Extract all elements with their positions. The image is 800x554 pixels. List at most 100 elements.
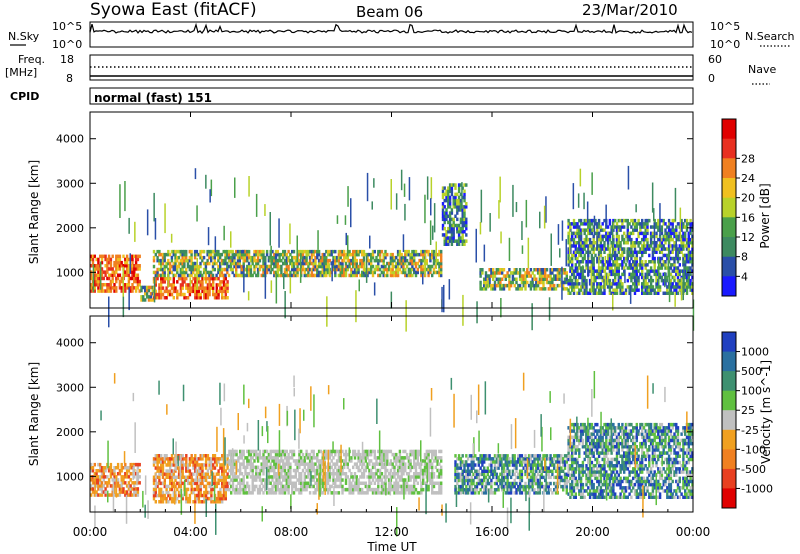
heatmap-cell — [303, 456, 306, 460]
heatmap-cell — [346, 264, 349, 269]
heatmap-cell — [291, 261, 294, 266]
heatmap-cell — [601, 260, 604, 264]
heatmap-cell — [231, 267, 234, 272]
heatmap-cell — [501, 271, 504, 275]
heatmap-cell — [633, 218, 637, 223]
heatmap-cell — [125, 484, 129, 488]
heatmap-cell — [400, 475, 403, 479]
heatmap-cell — [479, 268, 482, 272]
heatmap-cell — [368, 472, 371, 476]
heatmap-cell — [592, 269, 595, 273]
heatmap-cell — [660, 241, 664, 245]
heatmap-cell — [167, 258, 170, 263]
heatmap-cell — [579, 218, 583, 223]
heatmap-cell — [571, 288, 574, 292]
heatmap-cell — [100, 257, 104, 262]
heatmap-cell — [199, 481, 202, 486]
heatmap-cell — [658, 266, 662, 270]
heatmap-cell — [404, 484, 407, 489]
heatmap-cell — [172, 469, 175, 473]
heatmap-cell — [553, 268, 556, 272]
heatmap-cell — [667, 225, 671, 229]
heatmap-cell — [377, 491, 380, 495]
heatmap-cell — [158, 283, 161, 287]
heatmap-cell — [188, 249, 191, 254]
heatmap-cell — [578, 260, 581, 264]
heatmap-cell — [222, 490, 226, 495]
heatmap-cell — [420, 267, 423, 272]
heatmap-cell — [262, 478, 265, 482]
heatmap-cell — [441, 189, 445, 193]
heatmap-cell — [398, 255, 402, 260]
heatmap-cell — [222, 286, 226, 290]
heatmap-cell — [235, 261, 238, 266]
heatmap-cell — [361, 273, 364, 278]
heatmap-cell — [653, 266, 656, 270]
heatmap-cell — [131, 276, 134, 281]
heatmap-cell — [256, 487, 260, 492]
heatmap-cell — [637, 231, 640, 236]
heatmap-cell — [233, 449, 236, 454]
heatmap-cell — [316, 487, 319, 492]
heatmap-cell — [443, 205, 446, 209]
heatmap-cell — [161, 496, 165, 501]
heatmap-cell — [587, 231, 590, 236]
heatmap-cell — [332, 472, 335, 476]
heatmap-cell — [438, 249, 441, 254]
heatmap-cell — [567, 218, 570, 223]
heatmap-cell — [596, 282, 599, 286]
heatmap-cell — [296, 487, 299, 492]
heatmap-cell — [197, 296, 201, 300]
heatmap-cell — [420, 258, 423, 263]
heatmap-cell — [548, 297, 551, 321]
heatmap-cell — [526, 274, 529, 278]
heatmap-cell — [592, 291, 595, 295]
heatmap-cell — [689, 278, 692, 283]
heatmap-cell — [452, 223, 455, 228]
heatmap-cell — [373, 267, 376, 272]
heatmap-cell — [578, 288, 581, 292]
heatmap-cell — [501, 287, 504, 291]
heatmap-cell — [176, 270, 179, 275]
heatmap-cell — [583, 278, 586, 283]
heatmap-cell — [249, 465, 253, 470]
heatmap-cell — [389, 252, 393, 257]
heatmap-cell — [662, 278, 665, 283]
heatmap-cell — [138, 481, 141, 485]
heatmap-cell — [93, 472, 96, 476]
heatmap-cell — [488, 283, 491, 288]
heatmap-cell — [160, 276, 163, 281]
heatmap-cell — [626, 218, 629, 223]
heatmap-cell — [197, 267, 200, 272]
heatmap-cell — [204, 264, 208, 269]
heatmap-cell — [626, 278, 629, 283]
heatmap-cell — [120, 481, 123, 485]
heatmap-cell — [657, 247, 660, 251]
heatmap-cell — [242, 252, 245, 257]
heatmap-cell — [294, 258, 297, 263]
heatmap-cell — [176, 454, 179, 458]
heatmap-cell — [402, 255, 405, 260]
heatmap-cell — [152, 481, 156, 486]
heatmap-cell — [90, 466, 93, 470]
heatmap-cell — [138, 267, 141, 271]
heatmap-cell — [133, 270, 136, 274]
heatmap-cell — [334, 273, 337, 278]
heatmap-cell — [623, 231, 626, 236]
heatmap-cell — [400, 484, 403, 489]
heatmap-cell — [317, 459, 321, 463]
heatmap-cell — [188, 463, 192, 467]
heatmap-cell — [581, 247, 585, 251]
heatmap-cell — [411, 261, 414, 266]
heatmap-cell — [120, 484, 123, 488]
heatmap-cell — [244, 491, 247, 495]
heatmap-cell — [648, 247, 651, 251]
heatmap-cell — [246, 249, 249, 254]
heatmap-cell — [402, 459, 405, 463]
nsky-label: N.Sky — [8, 30, 40, 43]
heatmap-cell — [107, 254, 111, 259]
heatmap-cell — [152, 457, 156, 461]
heatmap-cell — [456, 192, 459, 197]
heatmap-cell — [237, 475, 240, 479]
heatmap-cell — [637, 278, 640, 283]
